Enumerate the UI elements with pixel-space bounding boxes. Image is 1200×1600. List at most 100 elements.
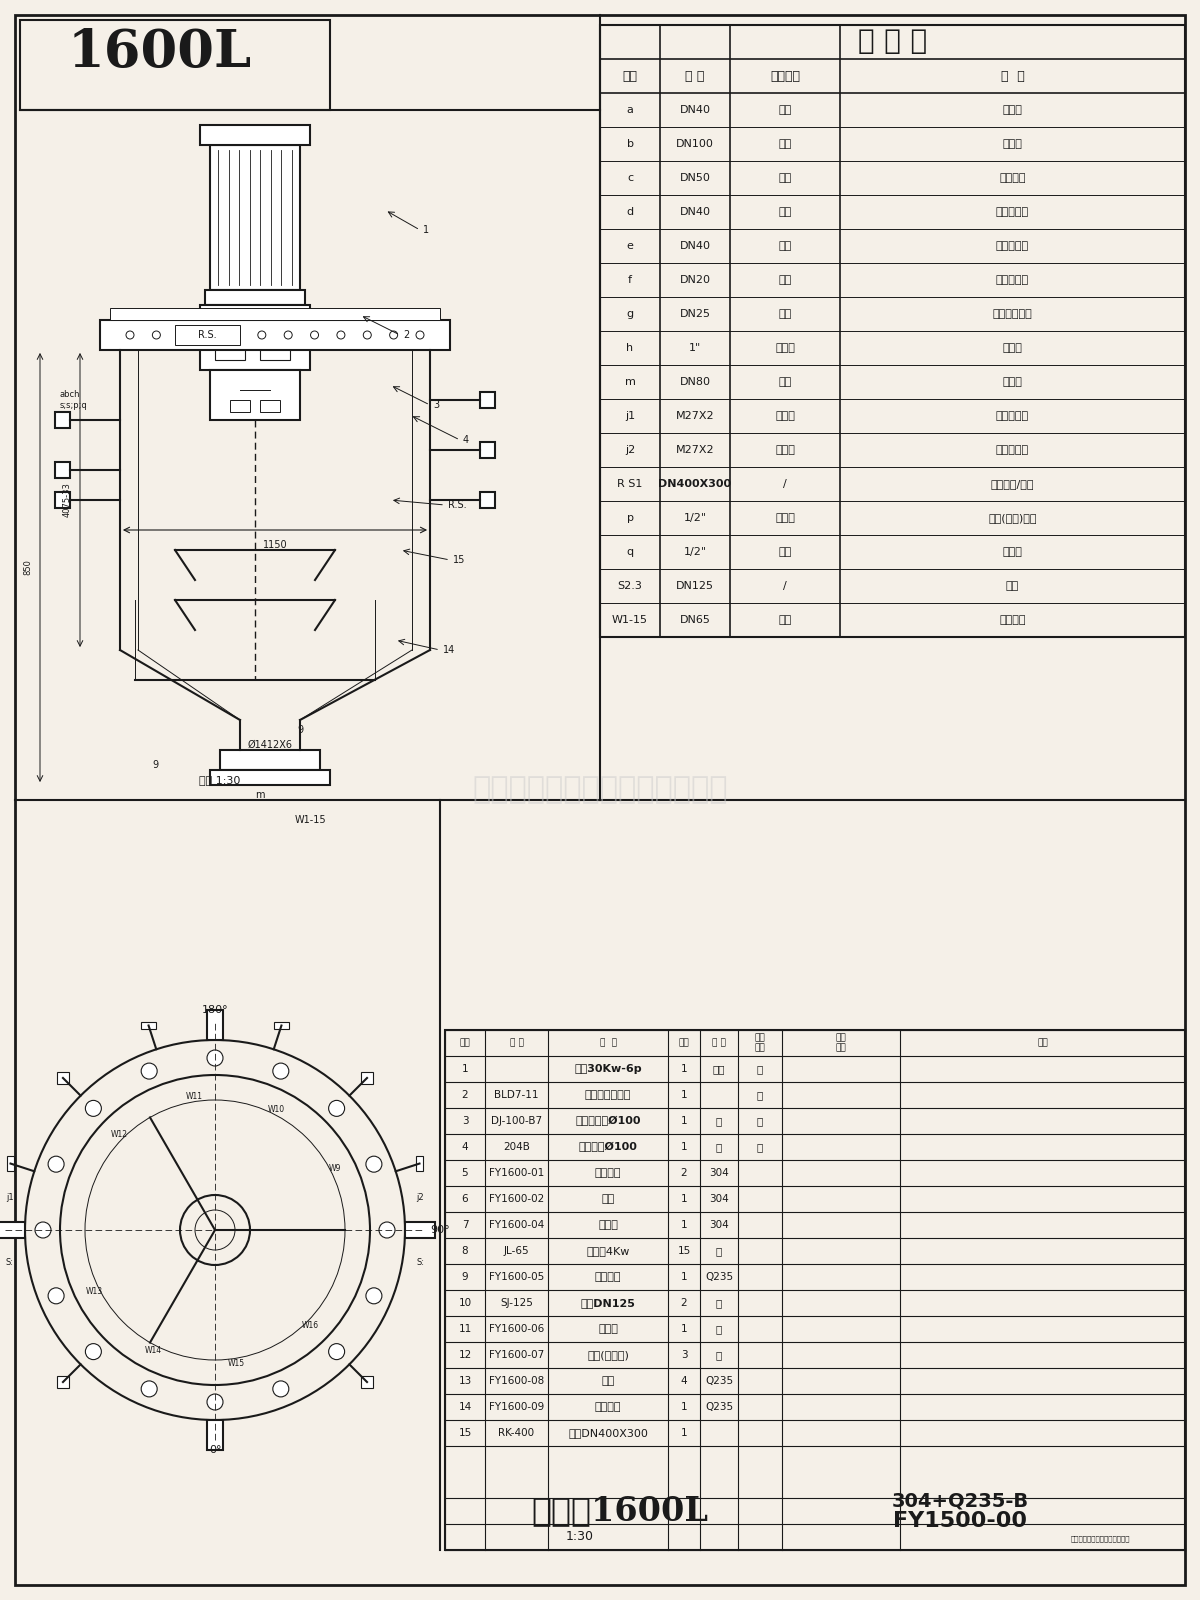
Text: Q235: Q235 bbox=[704, 1402, 733, 1411]
Text: 平支点桌架Ø100: 平支点桌架Ø100 bbox=[575, 1115, 641, 1126]
Text: g: g bbox=[626, 309, 634, 318]
Text: 导热油进口: 导热油进口 bbox=[996, 206, 1030, 218]
Text: W11: W11 bbox=[185, 1093, 203, 1101]
Text: S2.3: S2.3 bbox=[618, 581, 642, 590]
Text: 连接形式: 连接形式 bbox=[770, 69, 800, 83]
Bar bbox=[208, 1010, 223, 1040]
Text: DN25: DN25 bbox=[679, 309, 710, 318]
Text: 304: 304 bbox=[709, 1219, 728, 1230]
Text: 14: 14 bbox=[458, 1402, 472, 1411]
Bar bbox=[445, 1030, 1186, 1550]
Text: 1": 1" bbox=[689, 342, 701, 354]
Text: 7: 7 bbox=[462, 1219, 468, 1230]
Text: 进料口: 进料口 bbox=[1002, 106, 1022, 115]
Text: 法兰: 法兰 bbox=[779, 378, 792, 387]
Text: 电热棒4Kw: 电热棒4Kw bbox=[587, 1246, 630, 1256]
Bar bbox=[175, 325, 240, 346]
Text: 碳: 碳 bbox=[716, 1117, 722, 1126]
Text: 1: 1 bbox=[680, 1427, 688, 1438]
Text: M27X2: M27X2 bbox=[676, 411, 714, 421]
Text: 9: 9 bbox=[152, 760, 158, 770]
Text: 法兰: 法兰 bbox=[779, 139, 792, 149]
Bar bbox=[480, 493, 496, 509]
Text: f: f bbox=[628, 275, 632, 285]
Text: 1: 1 bbox=[462, 1064, 468, 1074]
Text: 1/2": 1/2" bbox=[684, 547, 707, 557]
Text: 碳: 碳 bbox=[716, 1246, 722, 1256]
Text: h: h bbox=[626, 342, 634, 354]
Text: 90°: 90° bbox=[430, 1226, 450, 1235]
Text: 机械密封Ø100: 机械密封Ø100 bbox=[578, 1142, 637, 1152]
Text: 法兰: 法兰 bbox=[779, 106, 792, 115]
Text: 用  途: 用 途 bbox=[1001, 69, 1025, 83]
Text: 总计
重量: 总计 重量 bbox=[835, 1034, 846, 1053]
Text: b: b bbox=[626, 139, 634, 149]
Text: 拆开人孔/视镜: 拆开人孔/视镜 bbox=[991, 478, 1034, 490]
Text: W12: W12 bbox=[112, 1130, 128, 1139]
Text: 外螺纹: 外螺纹 bbox=[775, 342, 794, 354]
Text: FY1600-04: FY1600-04 bbox=[488, 1219, 544, 1230]
Text: FY1500-00: FY1500-00 bbox=[893, 1510, 1027, 1531]
Text: 5: 5 bbox=[462, 1168, 468, 1178]
Bar bbox=[7, 1155, 13, 1171]
Text: 侧置测温口: 侧置测温口 bbox=[996, 411, 1030, 421]
Circle shape bbox=[48, 1157, 64, 1173]
Bar bbox=[406, 1222, 436, 1238]
Text: 4: 4 bbox=[462, 1142, 468, 1152]
Text: q: q bbox=[626, 547, 634, 557]
Text: 夹套测温口: 夹套测温口 bbox=[996, 445, 1030, 454]
Circle shape bbox=[208, 1050, 223, 1066]
Circle shape bbox=[272, 1381, 289, 1397]
Text: 0°: 0° bbox=[209, 1445, 221, 1454]
Text: FY1600-06: FY1600-06 bbox=[488, 1325, 544, 1334]
Text: 1: 1 bbox=[680, 1090, 688, 1101]
Text: 法兰: 法兰 bbox=[779, 242, 792, 251]
Text: 8: 8 bbox=[462, 1246, 468, 1256]
Text: 轴承DN400X300: 轴承DN400X300 bbox=[568, 1427, 648, 1438]
Text: 4: 4 bbox=[680, 1376, 688, 1386]
Circle shape bbox=[85, 1344, 101, 1360]
Text: 放料口: 放料口 bbox=[1002, 378, 1022, 387]
Bar bbox=[58, 1376, 68, 1387]
Text: 6: 6 bbox=[462, 1194, 468, 1203]
Text: 1/2": 1/2" bbox=[684, 514, 707, 523]
Bar bbox=[210, 370, 300, 419]
Bar bbox=[416, 1155, 422, 1171]
Text: W13: W13 bbox=[86, 1286, 103, 1296]
Text: 比例 1:30: 比例 1:30 bbox=[199, 774, 241, 786]
Text: 电机30Kw-6p: 电机30Kw-6p bbox=[574, 1064, 642, 1074]
Text: 规 格: 规 格 bbox=[685, 69, 704, 83]
Text: 11: 11 bbox=[458, 1325, 472, 1334]
Text: 锚式桨: 锚式桨 bbox=[598, 1325, 618, 1334]
Text: DN100: DN100 bbox=[676, 139, 714, 149]
Text: W9: W9 bbox=[329, 1165, 342, 1173]
Text: 法兰: 法兰 bbox=[779, 547, 792, 557]
Text: 碳: 碳 bbox=[716, 1325, 722, 1334]
Text: 排气口: 排气口 bbox=[1002, 139, 1022, 149]
Text: 304: 304 bbox=[709, 1168, 728, 1178]
Text: 1150: 1150 bbox=[263, 541, 287, 550]
Text: W15: W15 bbox=[228, 1358, 245, 1368]
Text: 购: 购 bbox=[757, 1117, 763, 1126]
Bar bbox=[110, 307, 440, 320]
Text: 2: 2 bbox=[680, 1168, 688, 1178]
Bar bbox=[205, 290, 305, 306]
Text: 2: 2 bbox=[403, 330, 409, 341]
Text: 4: 4 bbox=[463, 435, 469, 445]
Text: 法兰: 法兰 bbox=[779, 309, 792, 318]
Text: 叶轮(三角型): 叶轮(三角型) bbox=[587, 1350, 629, 1360]
Text: j1: j1 bbox=[6, 1194, 13, 1202]
Text: 法兰: 法兰 bbox=[779, 173, 792, 182]
Bar bbox=[20, 19, 330, 110]
Bar bbox=[55, 411, 70, 427]
Text: 内螺纹: 内螺纹 bbox=[775, 445, 794, 454]
Text: 名  称: 名 称 bbox=[600, 1038, 617, 1048]
Text: W16: W16 bbox=[302, 1322, 319, 1330]
Text: 1: 1 bbox=[680, 1402, 688, 1411]
Text: 15: 15 bbox=[454, 555, 466, 565]
Text: 3: 3 bbox=[680, 1350, 688, 1360]
Text: 电热棒口: 电热棒口 bbox=[1000, 614, 1026, 626]
Text: 9: 9 bbox=[296, 725, 304, 734]
Text: /: / bbox=[784, 581, 787, 590]
Circle shape bbox=[329, 1344, 344, 1360]
